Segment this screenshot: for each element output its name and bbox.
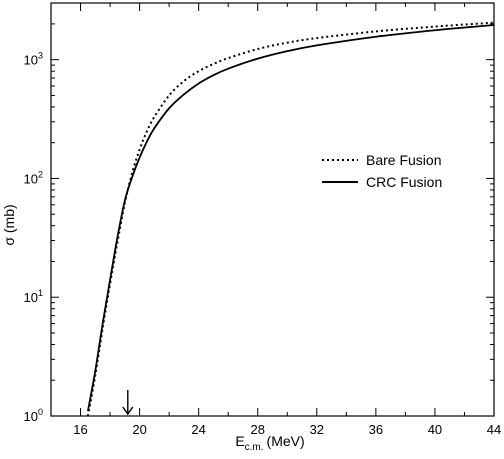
x-tick-label: 24 [191, 422, 205, 437]
x-axis-title-unit: (MeV) [267, 433, 305, 449]
legend-label-bare-fusion: Bare Fusion [366, 152, 441, 168]
x-tick-label: 16 [73, 422, 87, 437]
y-tick-label: 100 [24, 407, 43, 424]
legend: Bare Fusion CRC Fusion [322, 152, 442, 190]
x-tick-label: 28 [250, 422, 264, 437]
x-tick-label: 44 [487, 422, 501, 437]
arrow-head [122, 406, 134, 416]
x-tick-label: 32 [310, 422, 324, 437]
x-axis-ticks: 16 20 24 28 32 36 40 44 [50, 3, 501, 437]
series-line-bare-fusion [86, 21, 495, 417]
arrow-marker [122, 390, 134, 416]
y-tick-label: 102 [24, 169, 43, 186]
y-axis-ticks: 100 101 102 103 [24, 2, 494, 424]
x-tick-label: 20 [132, 422, 146, 437]
y-axis-title: σ (mb) [1, 204, 17, 245]
legend-label-crc-fusion: CRC Fusion [366, 174, 442, 190]
curves-layer [86, 21, 495, 417]
x-axis-title-subscript: c.m. [245, 442, 264, 453]
x-axis-title: Ec.m. (MeV) [235, 433, 304, 453]
plot-frame [50, 2, 495, 417]
x-tick-label: 36 [369, 422, 383, 437]
x-tick-label: 40 [428, 422, 442, 437]
series-line-crc-fusion [87, 24, 495, 412]
y-tick-label: 103 [24, 51, 43, 68]
y-tick-label: 101 [24, 288, 43, 305]
